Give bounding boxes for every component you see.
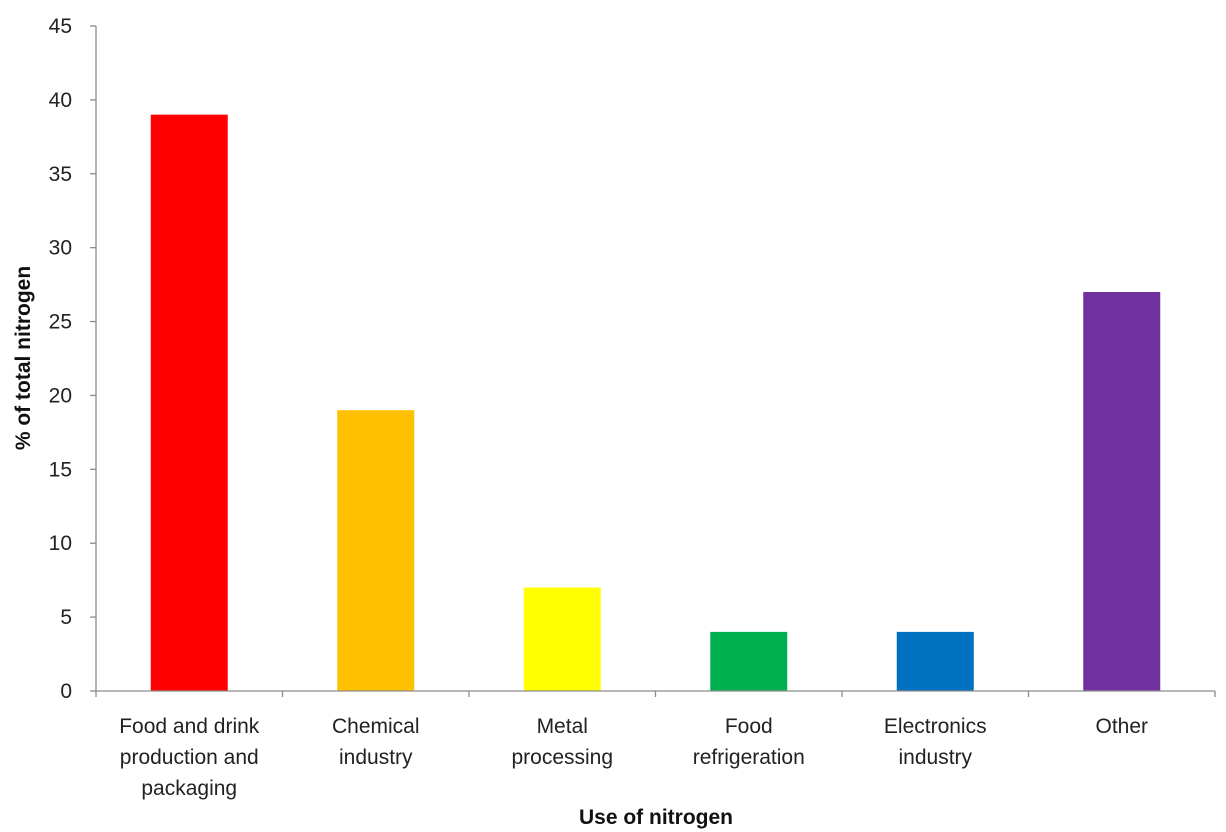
x-tick-label: Electronics industry <box>884 715 987 769</box>
bar <box>523 587 601 691</box>
bar <box>337 410 415 691</box>
y-axis-title: % of total nitrogen <box>12 266 35 450</box>
y-tick-label: 45 <box>49 15 72 38</box>
y-tick-label: 0 <box>60 680 72 703</box>
x-ticks-group <box>95 691 1216 697</box>
bar <box>150 114 228 691</box>
x-tick-label: Metal processing <box>511 715 613 769</box>
x-tick-label: Food and drink production and packaging <box>119 715 260 800</box>
bar <box>1083 292 1161 691</box>
bar <box>896 631 974 691</box>
y-tick-label: 5 <box>60 606 72 629</box>
y-tick-label: 25 <box>49 311 72 334</box>
bars-group <box>150 114 1161 691</box>
y-ticks-group: 0 5 10 15 20 25 30 35 40 45 <box>49 15 96 703</box>
y-tick-label: 30 <box>49 237 72 260</box>
x-tick-label: Chemical industry <box>332 715 420 769</box>
y-tick-label: 15 <box>49 458 72 481</box>
y-tick-label: 40 <box>49 89 72 112</box>
bar <box>710 631 788 691</box>
x-tick-label: Other <box>1095 715 1148 738</box>
x-tick-labels-group: Food and drink production and packaging Che… <box>119 715 1148 800</box>
y-tick-label: 10 <box>49 532 72 555</box>
x-tick-label: Food refrigeration <box>693 715 805 769</box>
y-tick-label: 35 <box>49 163 72 186</box>
y-tick-label: 20 <box>49 384 72 407</box>
x-axis-title: Use of nitrogen <box>579 806 733 829</box>
